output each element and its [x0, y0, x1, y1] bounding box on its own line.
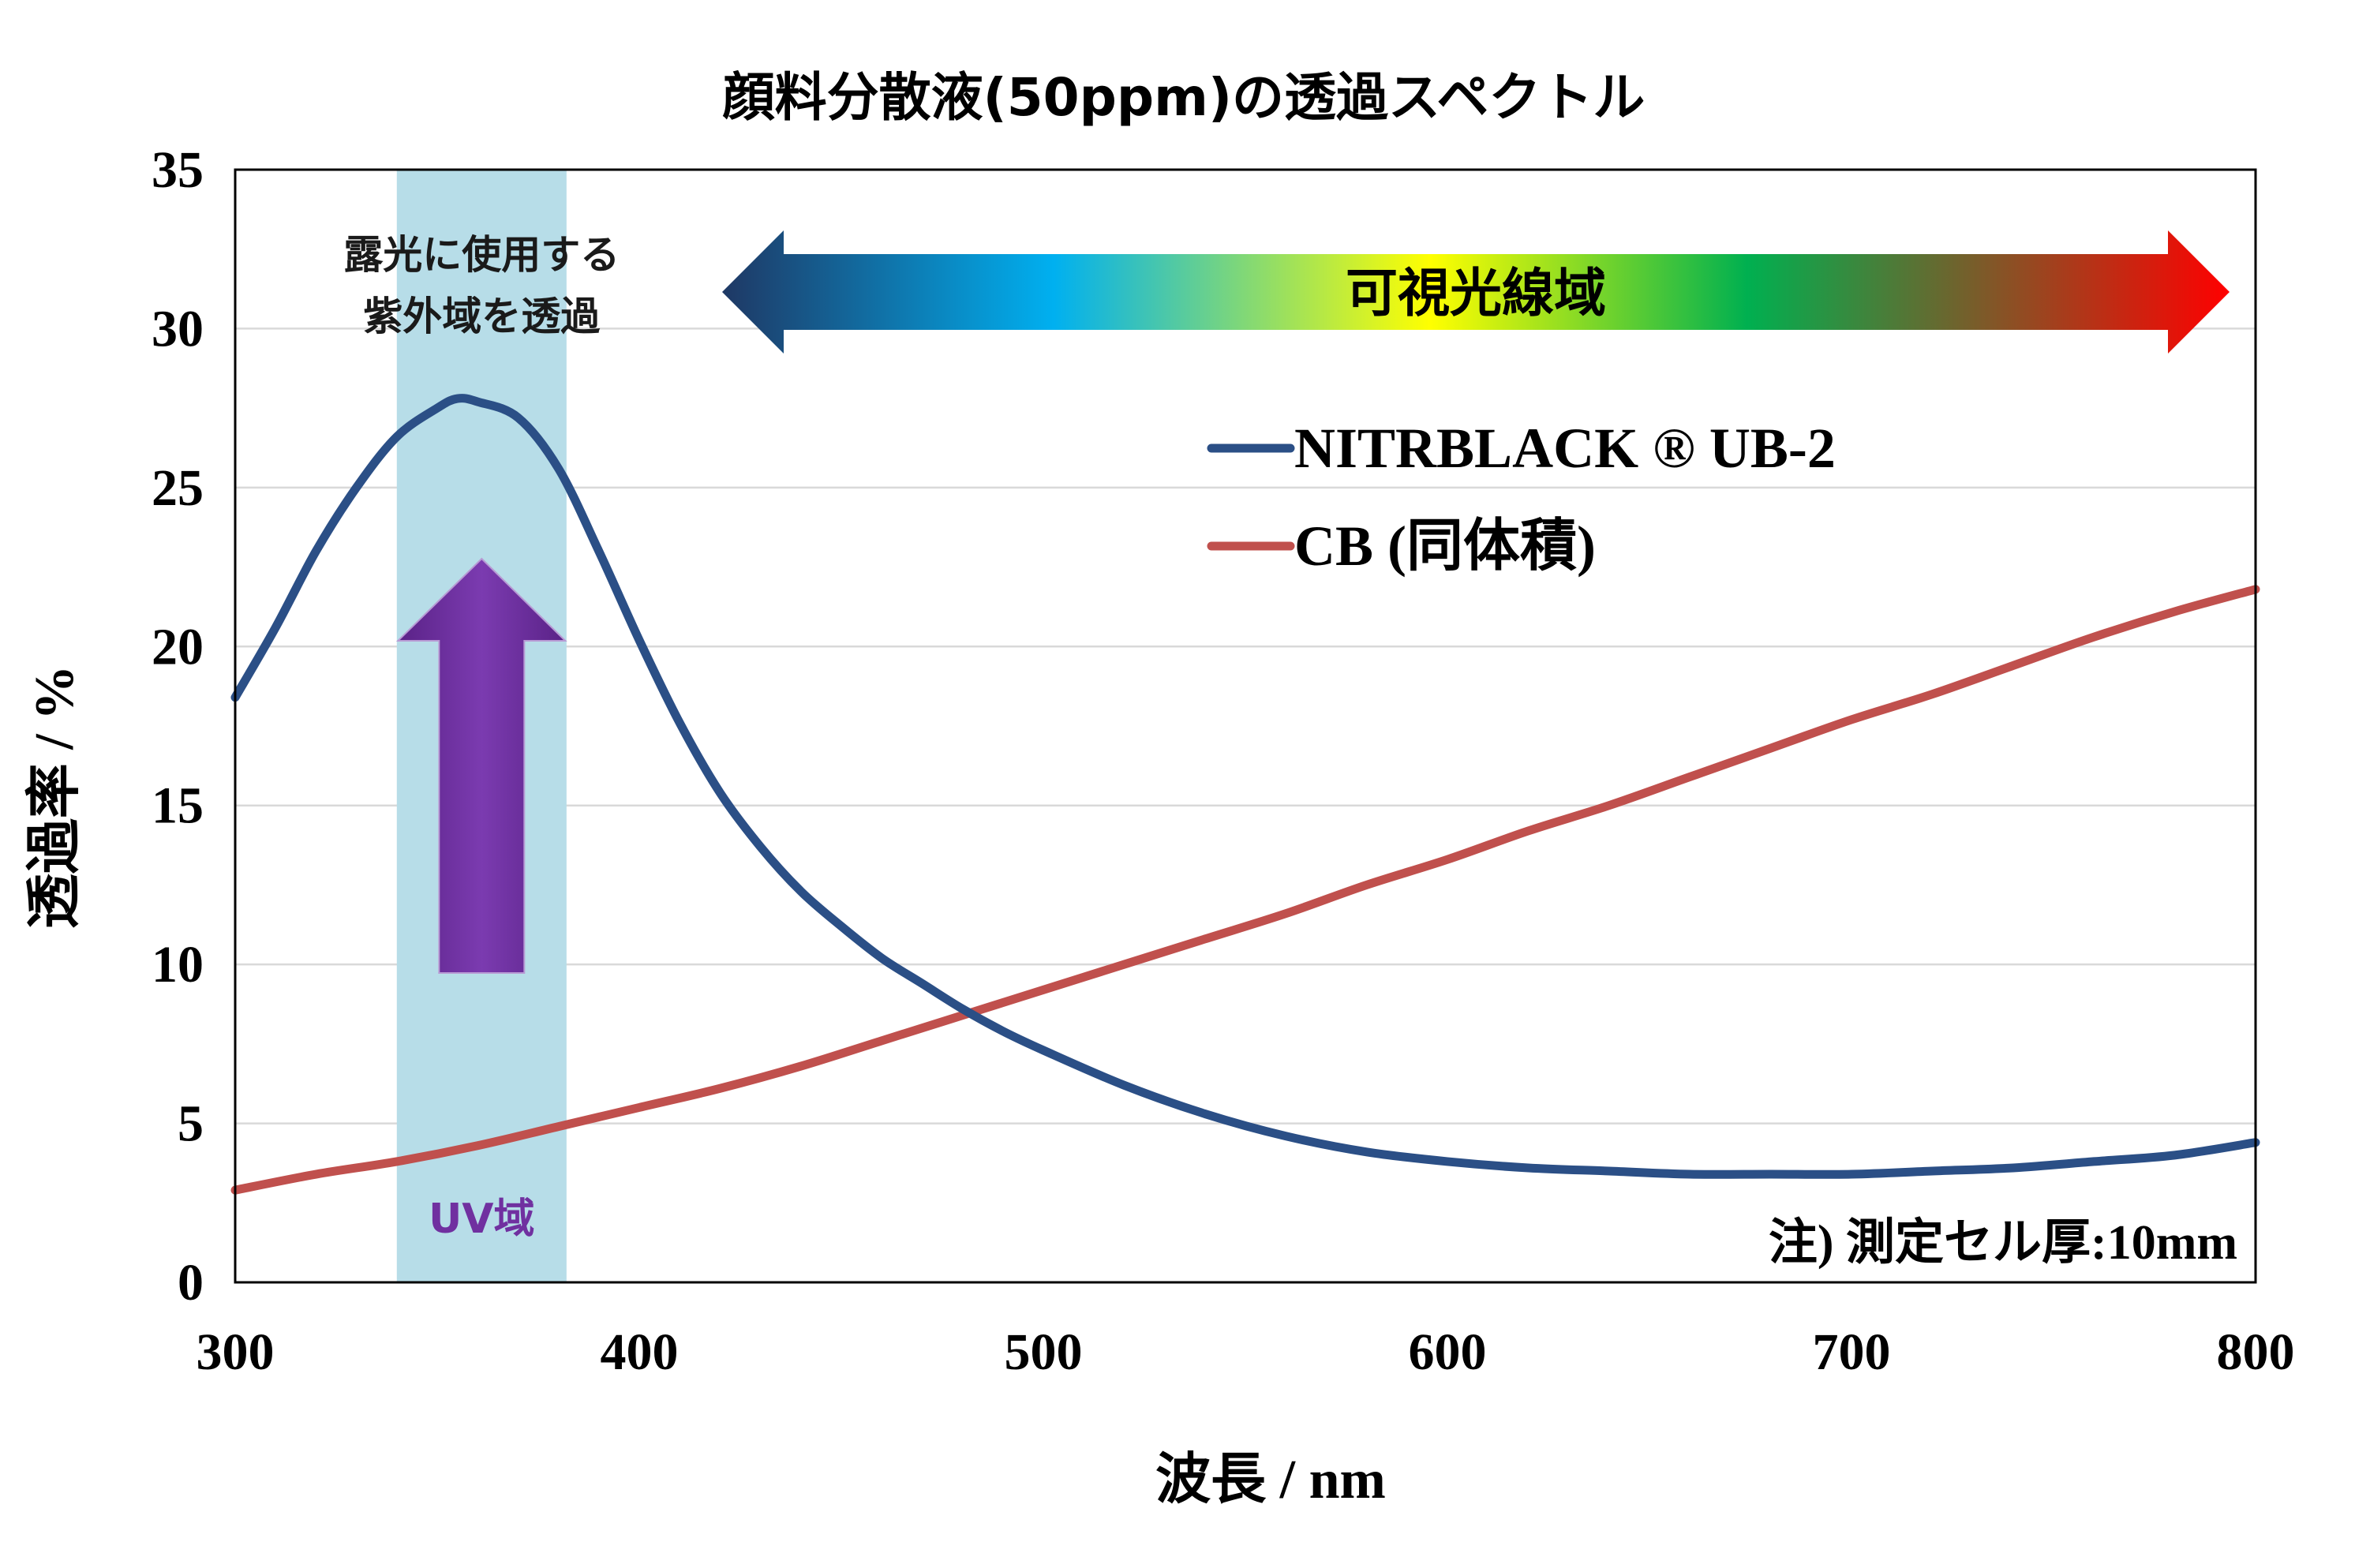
series-layer — [230, 394, 2260, 1195]
x-tick-label: 600 — [1409, 1323, 1487, 1381]
visible-region-label: 可視光線域 — [1346, 263, 1606, 324]
series-line — [230, 394, 2260, 1179]
legend: NITRBLACK ® UB-2 CB (同体積) — [1207, 417, 1836, 578]
y-tick-label: 35 — [152, 141, 204, 199]
y-tick-labels: 0 5 10 15 20 25 30 35 — [152, 141, 204, 1312]
x-tick-label: 300 — [197, 1323, 275, 1381]
legend-label: CB (同体積) — [1294, 515, 1596, 578]
y-tick-label: 5 — [178, 1095, 204, 1153]
y-tick-label: 30 — [152, 300, 204, 357]
uv-band-label-line: 紫外域を透過 — [363, 294, 601, 339]
uv-up-arrow — [395, 557, 567, 974]
y-tick-label: 15 — [152, 777, 204, 835]
x-tick-label: 500 — [1005, 1323, 1083, 1381]
chart-title: 顔料分散液(50ppm)の透過スペクトル — [723, 67, 1646, 128]
x-tick-labels: 300 400 500 600 700 800 — [197, 1323, 2295, 1381]
y-axis-label: 透過率 / % — [24, 665, 85, 929]
x-tick-label: 800 — [2217, 1323, 2295, 1381]
y-tick-label: 0 — [178, 1254, 204, 1312]
uv-region-label: UV域 — [429, 1196, 534, 1243]
y-tick-label: 25 — [152, 459, 204, 517]
legend-label: NITRBLACK ® UB-2 — [1294, 417, 1836, 480]
uv-band-label: 露光に使用する紫外域を透過 — [343, 232, 620, 339]
y-tick-label: 10 — [152, 936, 204, 994]
uv-band-label-line: 露光に使用する — [343, 232, 620, 278]
plot-area — [235, 170, 2256, 1282]
x-tick-label: 400 — [601, 1323, 679, 1381]
series-line — [230, 585, 2260, 1195]
plot-border — [234, 168, 2257, 1284]
y-tick-label: 20 — [152, 618, 204, 675]
x-axis-label: 波長 / nm — [1155, 1450, 1386, 1510]
measurement-note: 注) 測定セル厚:10mm — [1769, 1215, 2237, 1270]
x-tick-label: 700 — [1813, 1323, 1891, 1381]
visible-spectrum-arrow — [722, 230, 2230, 354]
